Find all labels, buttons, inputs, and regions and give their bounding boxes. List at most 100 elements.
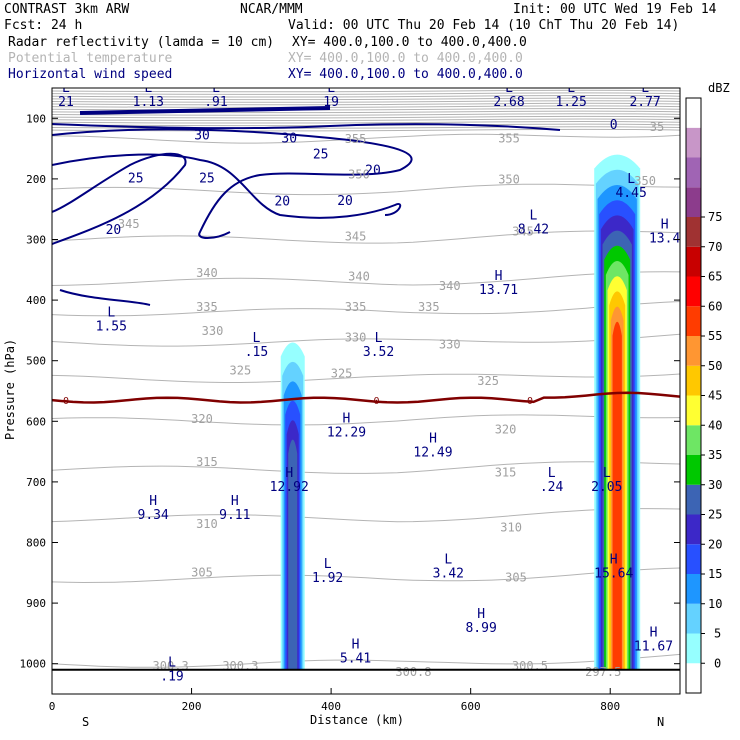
wind-extremum-type: H	[610, 553, 618, 568]
theta-label: 335	[418, 300, 440, 314]
colorbar-segment	[686, 127, 701, 158]
convective-cell	[594, 154, 641, 670]
x-axis-label: Distance (km)	[310, 713, 404, 727]
wind-speed-label: 20	[337, 194, 353, 209]
wind-extremum-value: 19	[323, 95, 339, 110]
colorbar-segment	[686, 395, 701, 426]
theta-band-line	[52, 89, 680, 93]
wind-extremum-value: 2.77	[629, 95, 660, 110]
wind-extremum-type: L	[107, 305, 115, 320]
x-tick-label: 600	[461, 700, 481, 713]
theta-label: 315	[196, 455, 218, 469]
theta-band-line	[52, 92, 680, 95]
theta-band-line	[52, 128, 680, 132]
colorbar-unit: dBZ	[708, 81, 730, 95]
wind-extremum-value: 5.41	[340, 651, 371, 666]
wind-extremum-type: L	[548, 466, 556, 481]
colorbar-segment	[686, 603, 701, 634]
wind-speed-contour	[52, 153, 402, 219]
wind-extremum-value: 2.05	[591, 480, 622, 495]
theta-contour-340	[52, 271, 680, 286]
y-tick-label: 600	[26, 415, 46, 428]
theta-label: 335	[345, 300, 367, 314]
wind-extremum-value: .19	[160, 670, 183, 685]
wind-extremum-value: 1.92	[312, 571, 343, 586]
wind-extremum-value: 3.42	[433, 567, 464, 582]
y-tick-label: 1000	[20, 658, 47, 671]
x-axis-left-end: S	[82, 715, 89, 729]
theta-contour-305	[52, 567, 680, 584]
theta-label: 345	[345, 230, 367, 244]
wind-extremum-type: H	[650, 625, 658, 640]
wind-speed-label: 20	[274, 195, 290, 210]
theta-band-line	[52, 121, 680, 124]
wind-extremum-type: H	[285, 466, 293, 481]
colorbar-segment	[686, 217, 701, 247]
theta-label: 310	[196, 517, 218, 531]
wind-speed-label: 25	[313, 147, 329, 162]
wind-extremum-type: L	[375, 331, 383, 346]
theta-contour-355	[52, 133, 680, 144]
wind-extremum-value: 13.4	[649, 232, 680, 247]
colorbar-label: 15	[708, 567, 722, 581]
field-2-xy: XY= 400.0,100.0 to 400.0,400.0	[288, 51, 523, 66]
convective-cell	[280, 342, 305, 670]
theta-label: 325	[477, 374, 499, 388]
x-tick-label: 0	[49, 700, 56, 713]
x-axis-right-end: N	[657, 715, 664, 729]
theta-label: 345	[118, 217, 140, 231]
y-tick-label: 300	[26, 234, 46, 247]
colorbar-label: 10	[708, 597, 722, 611]
y-tick-label: 700	[26, 476, 46, 489]
wind-speed-contour	[52, 128, 413, 239]
wind-extremum-value: 4.45	[615, 186, 646, 201]
colorbar-segment	[686, 336, 701, 366]
wind-speed-label: 25	[199, 172, 215, 187]
y-tick-label: 500	[26, 355, 46, 368]
wind-extremum-value: 1.13	[133, 95, 164, 110]
colorbar-segment	[686, 246, 701, 277]
theta-label: 305	[191, 565, 213, 579]
wind-extremum-value: 21	[58, 95, 74, 110]
wind-speed-label: 25	[128, 172, 144, 187]
wind-speed-contour	[79, 106, 331, 115]
wind-extremum-value: .15	[245, 345, 268, 360]
theta-band-line	[52, 100, 680, 103]
colorbar-label: 55	[708, 329, 722, 343]
colorbar-label: 70	[708, 240, 722, 254]
valid-time: Valid: 00 UTC Thu 20 Feb 14 (10 ChT Thu …	[288, 18, 679, 33]
y-tick-label: 200	[26, 173, 46, 186]
theta-label: 325	[230, 364, 252, 378]
reflectivity-60dbz	[612, 321, 622, 670]
theta-label: 345	[512, 224, 534, 238]
colorbar-segment	[686, 633, 701, 664]
theta-label: 297.5	[585, 665, 621, 679]
wind-speed-label: 0	[610, 118, 618, 133]
colorbar-label: 20	[708, 537, 722, 551]
theta-label: 330	[345, 330, 367, 344]
field-2-name: Potential temperature	[8, 51, 173, 66]
theta-label: 330	[439, 338, 461, 352]
colorbar-label: 60	[708, 299, 722, 313]
theta-label: 320	[495, 422, 517, 436]
colorbar-segment	[686, 187, 701, 217]
wind-speed-label: 20	[106, 223, 122, 238]
theta-band-line	[52, 94, 680, 98]
theta-label: 305	[505, 570, 527, 584]
theta-label: 350	[348, 167, 370, 181]
colorbar-label: 50	[708, 359, 722, 373]
theta-contour-345	[52, 230, 680, 244]
theta-contour-315	[52, 461, 680, 474]
colorbar-segment	[686, 365, 701, 396]
wind-extremum-value: 3.52	[363, 345, 394, 360]
wind-extremum-value: 8.42	[518, 222, 549, 237]
theta-contour-350	[52, 183, 680, 196]
theta-label: 355	[498, 132, 520, 146]
wind-extremum-type: H	[495, 269, 503, 284]
theta-label: 350	[634, 174, 656, 188]
colorbar-label: 65	[708, 270, 722, 284]
theta-label: 35	[650, 120, 664, 134]
org-label: NCAR/MMM	[240, 2, 303, 17]
wind-extremum-type: L	[212, 81, 220, 96]
